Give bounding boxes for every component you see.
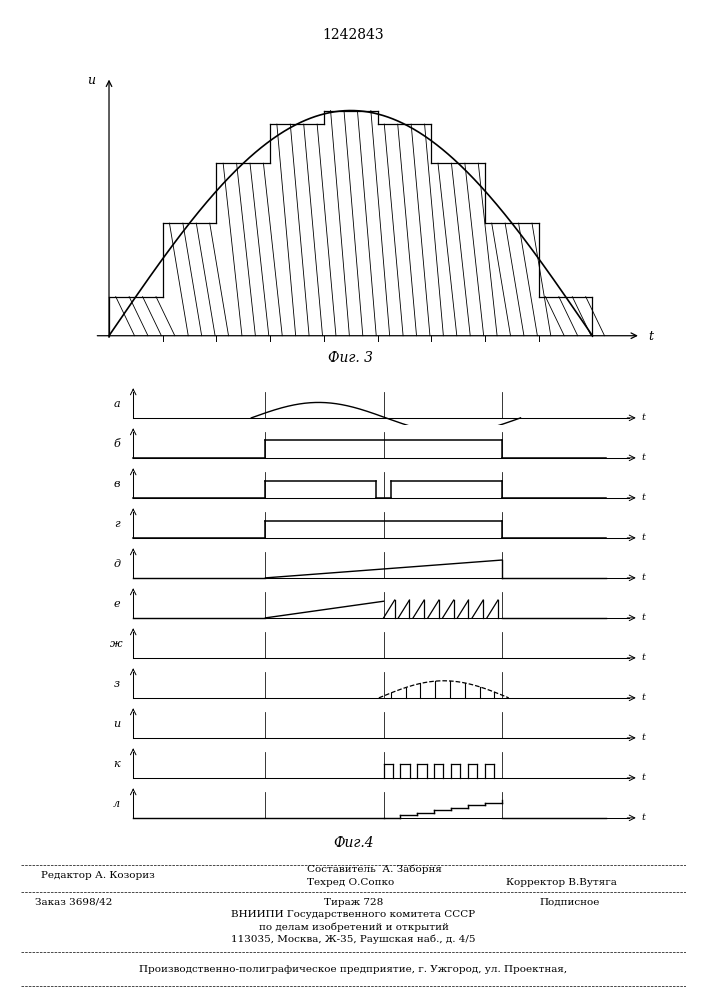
- Text: д: д: [113, 559, 120, 569]
- Text: t: t: [641, 493, 645, 502]
- Text: б: б: [113, 439, 120, 449]
- Text: Редактор А. Козориз: Редактор А. Козориз: [41, 871, 155, 880]
- Text: по делам изобретений и открытий: по делам изобретений и открытий: [259, 922, 448, 932]
- Text: t: t: [641, 693, 645, 702]
- Text: Производственно-полиграфическое предприятие, г. Ужгород, ул. Проектная,: Производственно-полиграфическое предприя…: [139, 965, 568, 974]
- Text: t: t: [641, 653, 645, 662]
- Text: и: и: [113, 719, 120, 729]
- Text: к: к: [113, 759, 120, 769]
- Text: а: а: [113, 399, 120, 409]
- Text: ж: ж: [110, 639, 123, 649]
- Text: л: л: [113, 799, 120, 809]
- Text: Техред О.Сопко: Техред О.Сопко: [307, 878, 395, 887]
- Text: Корректор В.Вутяга: Корректор В.Вутяга: [506, 878, 617, 887]
- Text: в: в: [113, 479, 120, 489]
- Text: г: г: [114, 519, 119, 529]
- Text: t: t: [641, 613, 645, 622]
- Text: t: t: [641, 413, 645, 422]
- Text: t: t: [641, 733, 645, 742]
- Text: Фиг. 3: Фиг. 3: [328, 351, 373, 365]
- Text: t: t: [641, 773, 645, 782]
- Text: t: t: [641, 813, 645, 822]
- Text: 113035, Москва, Ж-35, Раушская наб., д. 4/5: 113035, Москва, Ж-35, Раушская наб., д. …: [231, 935, 476, 944]
- Text: t: t: [641, 573, 645, 582]
- Text: t: t: [641, 533, 645, 542]
- Text: 1242843: 1242843: [322, 28, 385, 42]
- Text: з: з: [114, 679, 119, 689]
- Text: Тираж 728: Тираж 728: [324, 898, 383, 907]
- Text: t: t: [641, 453, 645, 462]
- Text: Заказ 3698/42: Заказ 3698/42: [35, 898, 112, 907]
- Text: Составитель  А. Заборня: Составитель А. Заборня: [307, 864, 442, 874]
- Text: Подписное: Подписное: [539, 898, 600, 907]
- Text: t: t: [648, 330, 653, 343]
- Text: Фиг.4: Фиг.4: [333, 836, 374, 850]
- Text: ВНИИПИ Государственного комитета СССР: ВНИИПИ Государственного комитета СССР: [231, 910, 476, 919]
- Text: u: u: [87, 74, 95, 87]
- Text: е: е: [113, 599, 120, 609]
